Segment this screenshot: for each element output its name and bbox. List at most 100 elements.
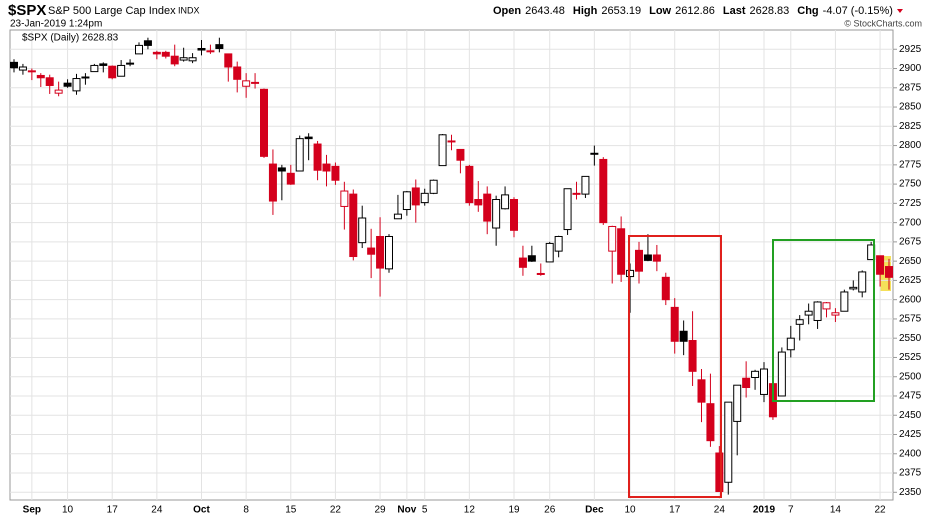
x-tick-label: 26: [544, 505, 556, 516]
y-tick-label: 2650: [899, 256, 922, 267]
y-tick-label: 2525: [899, 352, 922, 363]
candle-body: [760, 368, 768, 395]
candle-body: [626, 269, 635, 278]
plot-frame: [9, 29, 894, 501]
candle-body: [777, 351, 786, 397]
candle-body: [27, 70, 36, 73]
candle-body: [563, 188, 572, 231]
candle-body: [313, 143, 322, 171]
quote-value: -4.07 (-0.15%): [823, 5, 893, 17]
candle-body: [340, 190, 349, 207]
x-tick-label: 24: [151, 505, 163, 516]
y-tick-label: 2400: [899, 448, 922, 459]
quote-label: Chg: [797, 5, 818, 17]
candle-body: [242, 80, 251, 87]
quote-label: Low: [649, 5, 671, 17]
candle-body: [277, 167, 286, 172]
candle-body: [358, 217, 367, 244]
y-tick-label: 2350: [899, 487, 922, 498]
candle-body: [18, 66, 27, 71]
candle-body: [795, 319, 804, 325]
x-tick-label: 12: [464, 505, 476, 516]
candle-body: [402, 191, 411, 211]
candle-body: [635, 249, 643, 272]
y-tick-label: 2575: [899, 314, 922, 325]
x-tick-label: 19: [508, 505, 520, 516]
candle-body: [581, 175, 590, 195]
candle-body: [840, 291, 849, 312]
candle-body: [804, 310, 813, 316]
candle-body: [206, 50, 215, 53]
quote-value: 2612.86: [675, 5, 715, 17]
x-tick-label: 29: [375, 505, 387, 516]
candle-body: [483, 193, 492, 222]
y-tick-label: 2475: [899, 391, 922, 402]
candle-body: [501, 194, 510, 210]
timestamp: 23-Jan-2019 1:24pm: [10, 19, 102, 30]
credit: © StockCharts.com: [844, 18, 922, 28]
x-tick-label: Sep: [23, 505, 41, 516]
candle-body: [617, 228, 626, 275]
candle-body: [849, 286, 858, 290]
candle-body: [215, 44, 224, 49]
quote-value: 2628.83: [750, 5, 790, 17]
candle-body: [706, 403, 715, 442]
x-tick-label: Oct: [193, 505, 210, 516]
candle-body: [63, 82, 72, 87]
candle-body: [590, 152, 599, 155]
candle-body: [786, 337, 795, 351]
candle-body: [161, 51, 170, 57]
candle-body: [447, 140, 456, 143]
x-tick-label: 5: [422, 505, 428, 516]
x-tick-label: 10: [625, 505, 637, 516]
candle-body: [45, 77, 54, 86]
candle-body: [572, 192, 581, 195]
quote-value: 2643.48: [525, 5, 565, 17]
x-tick-label: 7: [788, 505, 794, 516]
candle-body: [349, 193, 358, 258]
candle-body: [393, 213, 402, 220]
annotation-box: [772, 239, 875, 402]
y-tick-label: 2425: [899, 429, 922, 440]
candle-body: [367, 247, 376, 255]
candle-body: [510, 199, 518, 231]
x-tick-label: 22: [875, 505, 887, 516]
y-tick-label: 2700: [899, 217, 922, 228]
candle-body: [429, 179, 438, 194]
candle-body: [456, 148, 465, 161]
y-tick-label: 2925: [899, 44, 922, 55]
x-tick-label: 24: [714, 505, 726, 516]
y-tick-label: 2675: [899, 237, 922, 248]
x-tick-label: Nov: [397, 505, 416, 516]
candle-body: [724, 401, 733, 483]
x-tick-label: 8: [243, 505, 249, 516]
candle-body: [81, 76, 90, 79]
candle-body: [697, 379, 706, 403]
exchange: INDX: [178, 5, 200, 15]
candle-body: [224, 53, 233, 68]
y-tick-label: 2875: [899, 82, 922, 93]
candle-body: [143, 40, 152, 46]
candle-body: [10, 61, 18, 69]
symbol: $SPX: [8, 2, 46, 19]
x-tick-label: 10: [62, 505, 74, 516]
candle-body: [385, 235, 393, 270]
y-tick-label: 2600: [899, 294, 922, 305]
candle-body: [643, 254, 652, 261]
candle-body: [545, 242, 554, 263]
candle-body: [742, 377, 751, 389]
candle-body: [661, 276, 670, 301]
candle-body: [420, 192, 429, 204]
candle-body: [72, 78, 81, 92]
y-tick-label: 2500: [899, 371, 922, 382]
candle-body: [179, 57, 188, 61]
candle-body: [527, 255, 536, 262]
candle-body: [554, 235, 563, 252]
candle-body: [608, 225, 617, 252]
quote-label: Open: [493, 5, 521, 17]
candle-body: [331, 165, 340, 181]
candle-body: [670, 306, 679, 342]
candle-body: [679, 330, 688, 342]
candle-body: [492, 199, 501, 229]
